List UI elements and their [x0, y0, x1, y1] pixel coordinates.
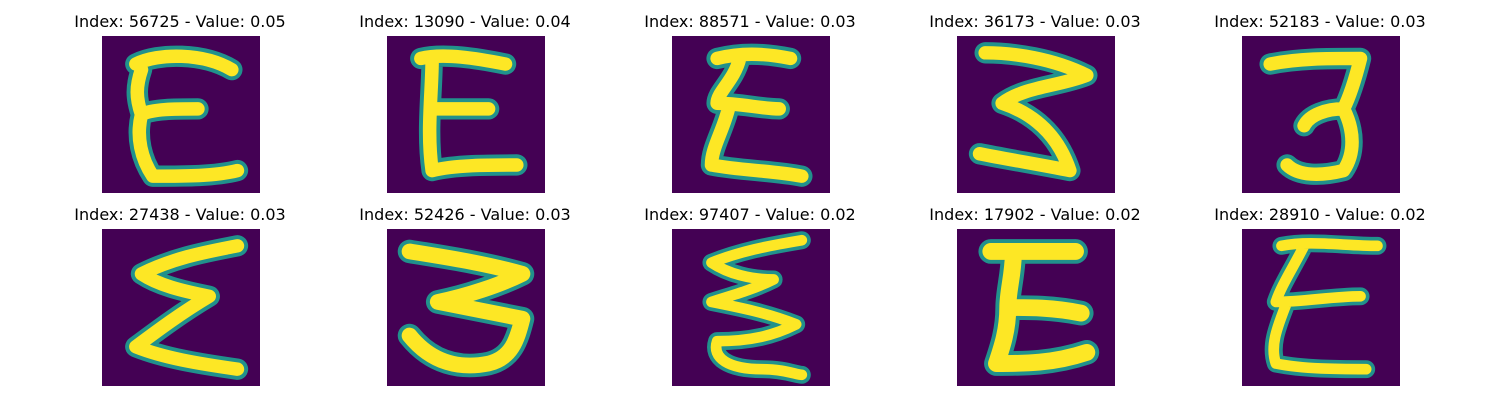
image-panel: Index: 52426 - Value: 0.03: [315, 205, 615, 395]
image-panel: Index: 88571 - Value: 0.03: [600, 12, 900, 202]
image-panel: Index: 28910 - Value: 0.02: [1170, 205, 1470, 395]
panel-title: Index: 17902 - Value: 0.02: [929, 205, 1141, 224]
image-panel: Index: 27438 - Value: 0.03: [30, 205, 330, 395]
panel-title: Index: 13090 - Value: 0.04: [359, 12, 571, 31]
image-panel: Index: 56725 - Value: 0.05: [30, 12, 330, 202]
letter-thumbnail: [1242, 229, 1400, 386]
image-panel: Index: 36173 - Value: 0.03: [885, 12, 1185, 202]
letter-thumbnail: [672, 229, 830, 386]
panel-title: Index: 52183 - Value: 0.03: [1214, 12, 1426, 31]
letter-thumbnail: [102, 36, 260, 193]
letter-thumbnail: [387, 36, 545, 193]
image-panel: Index: 17902 - Value: 0.02: [885, 205, 1185, 395]
letter-thumbnail: [387, 229, 545, 386]
letter-thumbnail: [957, 36, 1115, 193]
image-panel: Index: 52183 - Value: 0.03: [1170, 12, 1470, 202]
panel-title: Index: 27438 - Value: 0.03: [74, 205, 286, 224]
panel-title: Index: 28910 - Value: 0.02: [1214, 205, 1426, 224]
panel-title: Index: 56725 - Value: 0.05: [74, 12, 286, 31]
panel-title: Index: 97407 - Value: 0.02: [644, 205, 856, 224]
image-panel: Index: 97407 - Value: 0.02: [600, 205, 900, 395]
panel-title: Index: 52426 - Value: 0.03: [359, 205, 571, 224]
image-panel: Index: 13090 - Value: 0.04: [315, 12, 615, 202]
letter-thumbnail: [672, 36, 830, 193]
letter-thumbnail: [1242, 36, 1400, 193]
panel-title: Index: 36173 - Value: 0.03: [929, 12, 1141, 31]
panel-title: Index: 88571 - Value: 0.03: [644, 12, 856, 31]
letter-thumbnail: [957, 229, 1115, 386]
letter-thumbnail: [102, 229, 260, 386]
